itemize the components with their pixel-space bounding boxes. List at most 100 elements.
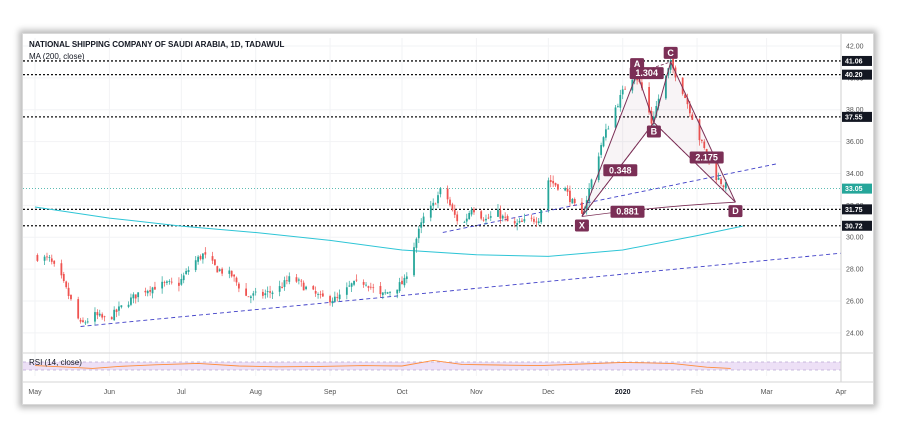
candle-body bbox=[533, 218, 535, 222]
y-tick-label: 42.00 bbox=[846, 43, 864, 50]
candle-body bbox=[432, 202, 435, 206]
rsi-line-group bbox=[34, 359, 731, 369]
candle-body bbox=[552, 180, 555, 184]
candle-body bbox=[317, 294, 319, 296]
candle-body bbox=[36, 255, 39, 261]
candle-body bbox=[319, 294, 322, 295]
pattern-point-label: C bbox=[667, 48, 674, 58]
candle-body bbox=[506, 216, 509, 222]
x-tick-label: Aug bbox=[249, 389, 262, 396]
x-tick-label: Feb bbox=[691, 389, 703, 396]
candle-body bbox=[194, 260, 197, 271]
candle-body bbox=[686, 98, 689, 105]
price-chart[interactable]: X A B C D 0.348 1.304 2.175 0.881 24.00 26.00 28.0… bbox=[23, 34, 873, 404]
candle-body bbox=[487, 217, 490, 219]
candle-body bbox=[130, 297, 132, 305]
candle-body bbox=[199, 256, 202, 260]
candle-body bbox=[516, 223, 519, 225]
chart-title: NATIONAL SHIPPING COMPANY OF SAUDI ARABI… bbox=[29, 40, 285, 49]
candle-body bbox=[482, 219, 485, 221]
candle-body bbox=[221, 268, 224, 274]
candle-body bbox=[65, 281, 68, 288]
level-tag bbox=[842, 204, 872, 215]
candle-body bbox=[619, 94, 622, 108]
candle-body bbox=[252, 293, 255, 296]
candle-body bbox=[717, 177, 720, 180]
y-tick-label: 34.00 bbox=[846, 171, 864, 178]
candle-body bbox=[720, 178, 722, 185]
candle-body bbox=[62, 274, 65, 281]
candle-body bbox=[281, 286, 283, 288]
ratio-box bbox=[610, 205, 645, 218]
candle-body bbox=[146, 290, 149, 294]
candle-body bbox=[271, 292, 274, 295]
candle-body bbox=[396, 289, 399, 294]
candle-body bbox=[566, 188, 569, 192]
candle-body bbox=[499, 210, 502, 219]
candle-body bbox=[379, 285, 382, 295]
candle-body bbox=[691, 114, 694, 120]
level-tag-label: 30.72 bbox=[845, 223, 863, 230]
candle-body bbox=[211, 256, 214, 261]
candle-body bbox=[204, 252, 207, 255]
harmonic-pattern: X A B C D 0.348 1.304 2.175 0.881 bbox=[574, 46, 743, 232]
candle-body bbox=[67, 287, 70, 296]
candle-body bbox=[439, 188, 442, 195]
candle-body bbox=[389, 292, 391, 293]
candle-body bbox=[180, 278, 183, 285]
candle-body bbox=[314, 291, 317, 294]
candle-body bbox=[216, 266, 219, 273]
candle-body bbox=[161, 281, 164, 289]
candle-body bbox=[583, 210, 586, 214]
candle-body bbox=[417, 228, 420, 239]
candle-body bbox=[564, 188, 567, 191]
candle-body bbox=[465, 218, 468, 222]
candle-body bbox=[230, 270, 233, 277]
candle-body bbox=[266, 291, 269, 293]
candle-body bbox=[664, 75, 667, 99]
candle-body bbox=[132, 294, 135, 299]
rsi-band bbox=[23, 361, 841, 371]
candle-body bbox=[43, 256, 46, 261]
trendlines bbox=[80, 163, 842, 327]
ma-indicator-label: MA (200, close) bbox=[29, 52, 85, 61]
candle-body bbox=[724, 182, 727, 189]
candle-body bbox=[650, 110, 653, 124]
candle-body bbox=[79, 319, 82, 322]
candle-body bbox=[715, 161, 718, 180]
candle-body bbox=[305, 286, 307, 290]
candle-body bbox=[688, 104, 691, 114]
level-tag bbox=[842, 111, 872, 122]
candle-body bbox=[597, 156, 600, 181]
candle-body bbox=[103, 316, 106, 318]
rsi-indicator-label: RSI (14, close) bbox=[29, 358, 82, 367]
candle-body bbox=[624, 88, 627, 90]
ratio-box bbox=[603, 164, 638, 177]
candle-body bbox=[501, 215, 504, 219]
candle-body bbox=[60, 263, 63, 276]
candle-body bbox=[451, 204, 454, 211]
ratio-box bbox=[689, 151, 724, 164]
candle-body bbox=[178, 282, 180, 286]
candle-body bbox=[698, 119, 701, 141]
candle-body bbox=[84, 322, 87, 324]
x-tick-label: Jul bbox=[177, 389, 186, 396]
candle-body bbox=[652, 116, 655, 123]
candle-body bbox=[50, 258, 53, 262]
candle-body bbox=[321, 293, 324, 297]
candle-body bbox=[463, 221, 466, 223]
candle-body bbox=[70, 294, 72, 300]
candle-body bbox=[549, 180, 552, 182]
pattern-point-label: D bbox=[732, 206, 739, 216]
candle-body bbox=[523, 219, 526, 222]
candle-body bbox=[497, 209, 499, 217]
candle-body bbox=[415, 238, 418, 248]
candle-body bbox=[537, 221, 540, 223]
candle-body bbox=[456, 214, 459, 222]
trendline bbox=[80, 252, 842, 327]
rsi-line bbox=[34, 359, 731, 369]
x-tick-label: Nov bbox=[470, 389, 483, 396]
candle-body bbox=[367, 286, 370, 288]
candle-body bbox=[540, 210, 543, 223]
candle-body bbox=[405, 276, 408, 279]
